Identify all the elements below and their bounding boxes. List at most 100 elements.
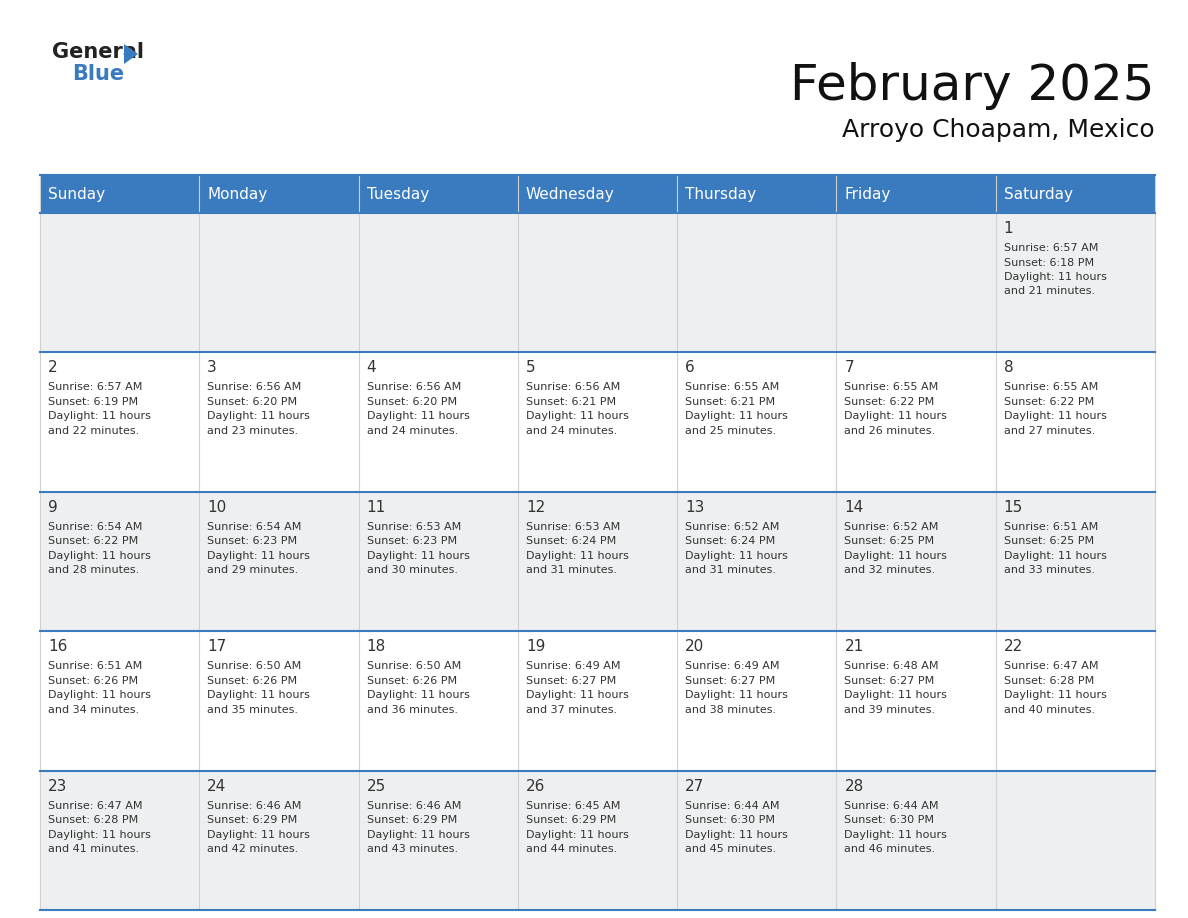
Bar	[40, 632, 200, 770]
Text: 2: 2	[48, 361, 57, 375]
Text: Daylight: 11 hours: Daylight: 11 hours	[845, 690, 947, 700]
Bar	[836, 632, 996, 770]
Bar	[518, 213, 677, 353]
Bar	[677, 770, 836, 910]
Text: 1: 1	[1004, 221, 1013, 236]
Text: Daylight: 11 hours: Daylight: 11 hours	[845, 830, 947, 840]
Bar	[40, 213, 200, 353]
Text: Daylight: 11 hours: Daylight: 11 hours	[367, 411, 469, 421]
Text: Daylight: 11 hours: Daylight: 11 hours	[1004, 690, 1106, 700]
Text: Sunset: 6:23 PM: Sunset: 6:23 PM	[207, 536, 297, 546]
Text: Sunrise: 6:56 AM: Sunrise: 6:56 AM	[367, 383, 461, 392]
Text: and 32 minutes.: and 32 minutes.	[845, 565, 935, 576]
Text: Sunrise: 6:47 AM: Sunrise: 6:47 AM	[48, 800, 143, 811]
Text: Sunday: Sunday	[48, 186, 105, 201]
Text: Daylight: 11 hours: Daylight: 11 hours	[526, 690, 628, 700]
Text: Daylight: 11 hours: Daylight: 11 hours	[207, 690, 310, 700]
Bar	[200, 770, 359, 910]
Bar	[200, 213, 359, 353]
Text: and 33 minutes.: and 33 minutes.	[1004, 565, 1094, 576]
Text: Sunrise: 6:56 AM: Sunrise: 6:56 AM	[207, 383, 302, 392]
Text: Sunrise: 6:54 AM: Sunrise: 6:54 AM	[207, 521, 302, 532]
Text: Friday: Friday	[845, 186, 891, 201]
Text: Sunrise: 6:49 AM: Sunrise: 6:49 AM	[685, 661, 779, 671]
Text: Sunrise: 6:49 AM: Sunrise: 6:49 AM	[526, 661, 620, 671]
Text: Sunrise: 6:55 AM: Sunrise: 6:55 AM	[1004, 383, 1098, 392]
Text: Sunset: 6:25 PM: Sunset: 6:25 PM	[845, 536, 935, 546]
Bar	[518, 770, 677, 910]
Text: and 24 minutes.: and 24 minutes.	[367, 426, 457, 436]
Text: 26: 26	[526, 778, 545, 793]
Text: Sunset: 6:29 PM: Sunset: 6:29 PM	[207, 815, 297, 825]
Text: 14: 14	[845, 499, 864, 515]
Text: and 25 minutes.: and 25 minutes.	[685, 426, 776, 436]
Text: Sunset: 6:28 PM: Sunset: 6:28 PM	[48, 815, 138, 825]
Text: and 44 minutes.: and 44 minutes.	[526, 844, 617, 854]
Text: Blue: Blue	[72, 64, 124, 84]
Text: and 34 minutes.: and 34 minutes.	[48, 705, 139, 715]
Text: and 27 minutes.: and 27 minutes.	[1004, 426, 1095, 436]
Text: Daylight: 11 hours: Daylight: 11 hours	[48, 411, 151, 421]
Text: Sunrise: 6:44 AM: Sunrise: 6:44 AM	[845, 800, 939, 811]
Text: Sunrise: 6:52 AM: Sunrise: 6:52 AM	[685, 521, 779, 532]
Text: Daylight: 11 hours: Daylight: 11 hours	[1004, 551, 1106, 561]
Bar	[996, 213, 1155, 353]
Text: and 39 minutes.: and 39 minutes.	[845, 705, 935, 715]
Text: Sunrise: 6:54 AM: Sunrise: 6:54 AM	[48, 521, 143, 532]
Text: Sunrise: 6:51 AM: Sunrise: 6:51 AM	[48, 661, 143, 671]
Text: Sunrise: 6:50 AM: Sunrise: 6:50 AM	[367, 661, 461, 671]
Text: Sunset: 6:27 PM: Sunset: 6:27 PM	[526, 676, 617, 686]
Text: and 26 minutes.: and 26 minutes.	[845, 426, 935, 436]
Bar	[677, 213, 836, 353]
Text: and 22 minutes.: and 22 minutes.	[48, 426, 139, 436]
Text: Daylight: 11 hours: Daylight: 11 hours	[367, 551, 469, 561]
Text: 8: 8	[1004, 361, 1013, 375]
Text: 20: 20	[685, 639, 704, 655]
Text: Daylight: 11 hours: Daylight: 11 hours	[207, 411, 310, 421]
Text: Sunrise: 6:55 AM: Sunrise: 6:55 AM	[685, 383, 779, 392]
Text: and 29 minutes.: and 29 minutes.	[207, 565, 298, 576]
Text: Sunset: 6:28 PM: Sunset: 6:28 PM	[1004, 676, 1094, 686]
Text: 7: 7	[845, 361, 854, 375]
Text: Sunset: 6:22 PM: Sunset: 6:22 PM	[845, 397, 935, 407]
Bar	[836, 492, 996, 632]
Bar	[359, 353, 518, 492]
Text: 4: 4	[367, 361, 377, 375]
Text: Sunrise: 6:57 AM: Sunrise: 6:57 AM	[1004, 243, 1098, 253]
Text: and 45 minutes.: and 45 minutes.	[685, 844, 776, 854]
Text: 19: 19	[526, 639, 545, 655]
Text: Sunset: 6:20 PM: Sunset: 6:20 PM	[207, 397, 297, 407]
Text: Sunrise: 6:52 AM: Sunrise: 6:52 AM	[845, 521, 939, 532]
Text: and 43 minutes.: and 43 minutes.	[367, 844, 457, 854]
Text: Sunset: 6:18 PM: Sunset: 6:18 PM	[1004, 258, 1094, 267]
Text: Sunset: 6:30 PM: Sunset: 6:30 PM	[685, 815, 775, 825]
Text: 6: 6	[685, 361, 695, 375]
Text: and 30 minutes.: and 30 minutes.	[367, 565, 457, 576]
Bar	[40, 353, 200, 492]
Text: Sunset: 6:22 PM: Sunset: 6:22 PM	[1004, 397, 1094, 407]
Text: Sunset: 6:30 PM: Sunset: 6:30 PM	[845, 815, 935, 825]
Bar	[677, 353, 836, 492]
Text: Monday: Monday	[207, 186, 267, 201]
Text: Daylight: 11 hours: Daylight: 11 hours	[526, 830, 628, 840]
Text: Daylight: 11 hours: Daylight: 11 hours	[685, 830, 788, 840]
Text: 5: 5	[526, 361, 536, 375]
Text: Sunset: 6:21 PM: Sunset: 6:21 PM	[685, 397, 776, 407]
Text: and 42 minutes.: and 42 minutes.	[207, 844, 298, 854]
Text: Daylight: 11 hours: Daylight: 11 hours	[1004, 272, 1106, 282]
Text: and 40 minutes.: and 40 minutes.	[1004, 705, 1095, 715]
Text: February 2025: February 2025	[790, 62, 1155, 110]
Text: and 23 minutes.: and 23 minutes.	[207, 426, 298, 436]
Bar	[836, 770, 996, 910]
Text: Sunrise: 6:56 AM: Sunrise: 6:56 AM	[526, 383, 620, 392]
Text: Sunrise: 6:46 AM: Sunrise: 6:46 AM	[207, 800, 302, 811]
Text: Daylight: 11 hours: Daylight: 11 hours	[48, 690, 151, 700]
Text: Sunrise: 6:53 AM: Sunrise: 6:53 AM	[367, 521, 461, 532]
Text: Sunset: 6:26 PM: Sunset: 6:26 PM	[207, 676, 297, 686]
Bar	[200, 353, 359, 492]
Text: and 41 minutes.: and 41 minutes.	[48, 844, 139, 854]
Text: Sunrise: 6:50 AM: Sunrise: 6:50 AM	[207, 661, 302, 671]
Bar	[677, 492, 836, 632]
Text: General: General	[52, 42, 144, 62]
Text: Sunset: 6:22 PM: Sunset: 6:22 PM	[48, 536, 138, 546]
